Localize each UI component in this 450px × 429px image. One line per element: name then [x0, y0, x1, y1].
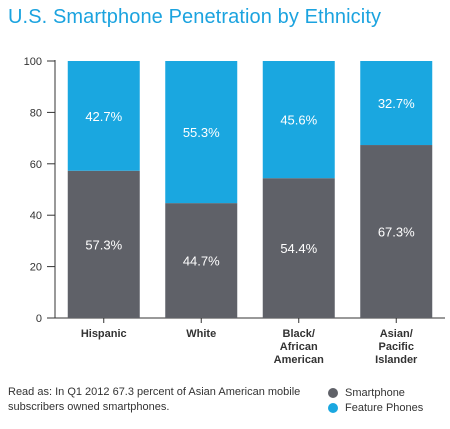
bar-feature-phones — [67, 61, 140, 171]
category-label: Hispanic — [81, 328, 127, 340]
legend-label-smartphone: Smartphone — [345, 386, 405, 399]
data-label-feature-phones: 32.7% — [378, 96, 415, 111]
data-label-feature-phones: 45.6% — [280, 113, 317, 128]
category-label: Asian/Pacific Islander — [375, 328, 418, 366]
stacked-bar-chart: 0 20 40 60 80 100 57.3% 42.7% Hispanic 44.7% 55.3%… — [24, 56, 445, 366]
footnote: Read as: In Q1 2012 67.3 percent of Asia… — [8, 386, 301, 413]
bar-feature-phones — [165, 61, 238, 204]
data-label-feature-phones: 42.7% — [85, 109, 122, 124]
bar-smartphone — [360, 145, 433, 318]
y-tick-label: 0 — [36, 313, 42, 325]
y-tick-label: 100 — [24, 56, 42, 68]
category-label: White — [186, 328, 216, 340]
legend-label-feature-phones: Feature Phones — [345, 401, 424, 414]
data-label-smartphone: 67.3% — [378, 225, 415, 240]
data-label-feature-phones: 55.3% — [183, 125, 220, 140]
data-label-smartphone: 54.4% — [280, 241, 317, 256]
y-tick-label: 80 — [30, 107, 42, 119]
bar-smartphone — [262, 178, 335, 318]
legend-item-smartphone: Smartphone — [328, 385, 423, 400]
chart-legend: Smartphone Feature Phones — [328, 385, 423, 415]
page-title: U.S. Smartphone Penetration by Ethnicity — [8, 6, 382, 28]
bar-smartphone — [67, 170, 140, 318]
y-tick-label: 40 — [30, 210, 42, 222]
bar-smartphone — [165, 203, 238, 318]
bar-feature-phones — [262, 61, 335, 179]
data-label-smartphone: 57.3% — [85, 237, 122, 252]
data-label-smartphone: 44.7% — [183, 254, 220, 269]
category-label: Black/African American — [274, 328, 324, 366]
y-tick-label: 20 — [30, 262, 42, 274]
legend-swatch-feature-phones — [328, 402, 338, 413]
legend-item-feature-phones: Feature Phones — [328, 400, 423, 415]
bar-feature-phones — [360, 61, 433, 146]
y-tick-label: 60 — [30, 159, 42, 171]
legend-swatch-smartphone — [328, 387, 338, 398]
